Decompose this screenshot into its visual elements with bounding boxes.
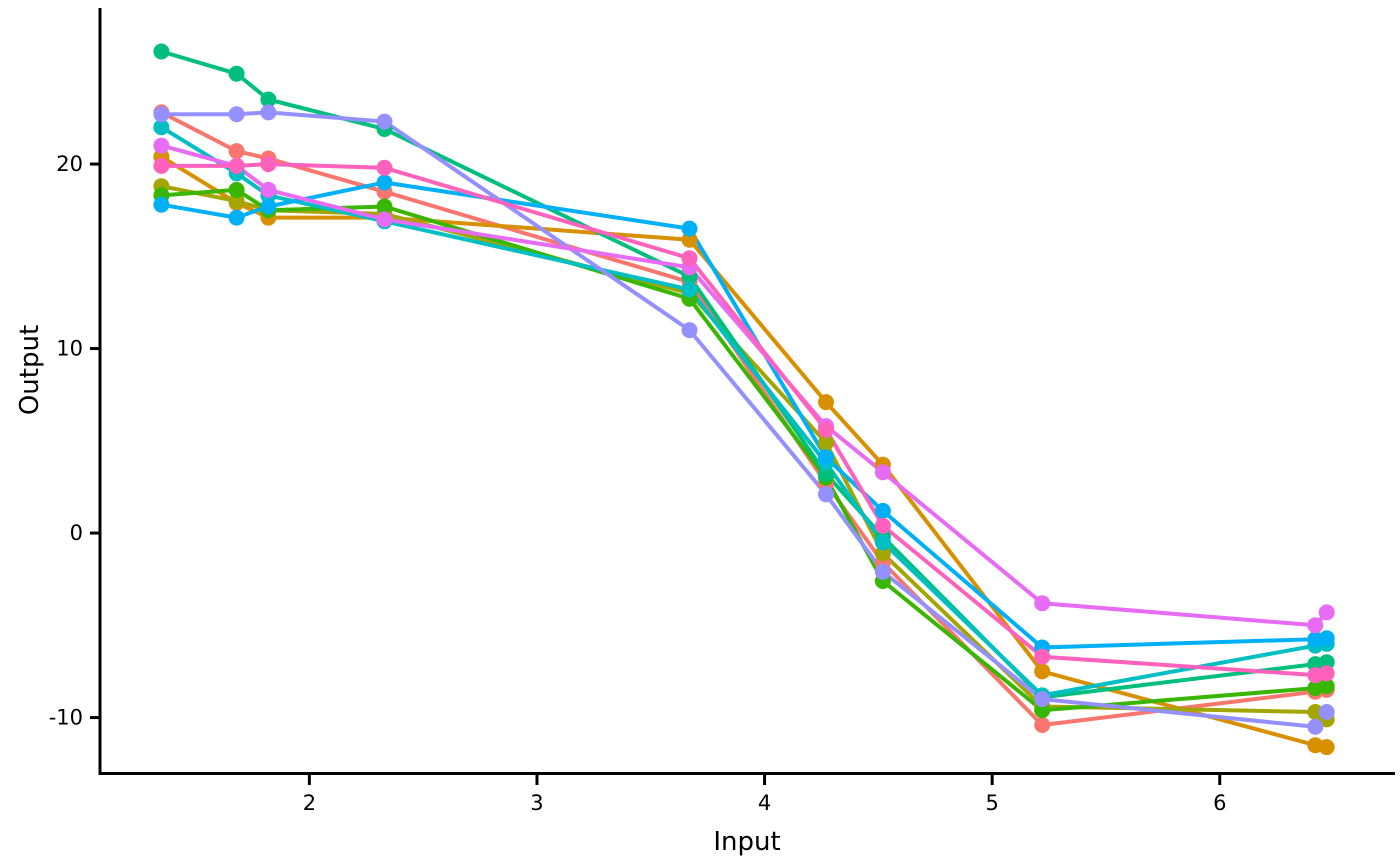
data-point-series-05 [1318,654,1335,671]
data-point-series-10 [874,517,891,534]
data-point-series-09 [1318,604,1335,621]
data-point-series-02 [1318,739,1335,756]
data-point-series-08 [228,106,245,123]
data-point-series-05 [153,43,170,60]
data-point-series-08 [1318,704,1335,720]
data-point-series-04 [1318,678,1335,695]
series-lines-layer [159,49,1329,750]
data-point-series-09 [1034,595,1051,612]
series-line-series-07 [159,180,1329,650]
data-point-series-03 [228,193,245,209]
data-point-series-06 [874,534,891,551]
data-point-series-07 [1318,630,1335,647]
data-point-series-10 [153,157,170,174]
series-line-series-08 [159,110,1329,729]
data-point-series-06 [681,281,698,298]
data-point-series-08 [260,104,277,121]
data-point-series-02 [1034,663,1051,680]
data-point-series-01 [228,143,245,160]
data-point-series-03 [818,434,834,451]
data-point-series-10 [1318,665,1335,682]
x-tick-label: 5 [985,791,998,815]
data-point-series-07 [818,449,834,466]
data-point-series-07 [681,220,698,237]
y-tick-label: -10 [49,706,83,730]
data-point-series-07 [260,198,277,215]
series-line-series-03 [159,184,1329,722]
data-point-series-05 [228,65,245,82]
data-point-series-02 [818,394,834,411]
data-point-series-08 [1307,718,1324,735]
x-axis-title: Input [713,827,780,857]
data-point-series-05 [260,91,277,108]
data-point-series-10 [1034,648,1051,665]
data-point-series-04 [376,198,393,215]
tick-labels-layer: 2 3 4 5 6 -10 0 10 20 [49,152,1227,815]
y-tick-label: 0 [70,521,83,545]
data-point-series-07 [228,209,245,226]
data-point-series-10 [260,156,277,173]
data-point-series-09 [153,137,170,154]
data-point-series-07 [153,196,170,213]
y-axis-title: Output [15,325,45,415]
data-point-series-04 [228,181,245,198]
data-point-series-09 [376,211,393,228]
data-point-series-08 [1034,691,1051,708]
data-point-series-03 [1307,704,1324,720]
data-point-series-01 [1034,717,1051,733]
series-line-series-10 [159,162,1329,678]
y-tick-label: 10 [56,337,83,361]
series-line-series-01 [159,110,1329,727]
series-line-series-04 [159,187,1329,713]
data-point-series-03 [874,545,891,562]
data-point-series-07 [874,502,891,519]
series-line-series-02 [159,154,1329,750]
data-point-series-02 [681,231,698,248]
data-point-series-09 [260,181,277,198]
data-point-series-07 [376,174,393,191]
data-point-series-08 [874,563,891,580]
data-point-series-10 [376,159,393,176]
x-tick-label: 4 [758,791,771,815]
data-point-series-05 [818,466,834,482]
series-points-layer [153,43,1335,756]
data-point-series-08 [153,106,170,123]
data-point-series-10 [228,157,245,174]
series-line-series-05 [159,49,1329,700]
data-point-series-08 [376,113,393,130]
series-line-series-06 [159,125,1329,698]
data-point-series-08 [818,486,834,503]
y-tick-label: 20 [56,152,83,176]
data-point-series-10 [681,250,698,267]
x-tick-label: 6 [1213,791,1226,815]
x-tick-label: 2 [303,791,316,815]
data-point-series-10 [818,421,834,438]
data-point-series-04 [1034,702,1051,719]
x-tick-label: 3 [530,791,543,815]
data-point-series-09 [1307,617,1324,634]
axes-layer [90,8,1395,785]
data-point-series-08 [681,322,698,339]
data-point-series-06 [153,119,170,136]
data-point-series-09 [874,464,891,481]
